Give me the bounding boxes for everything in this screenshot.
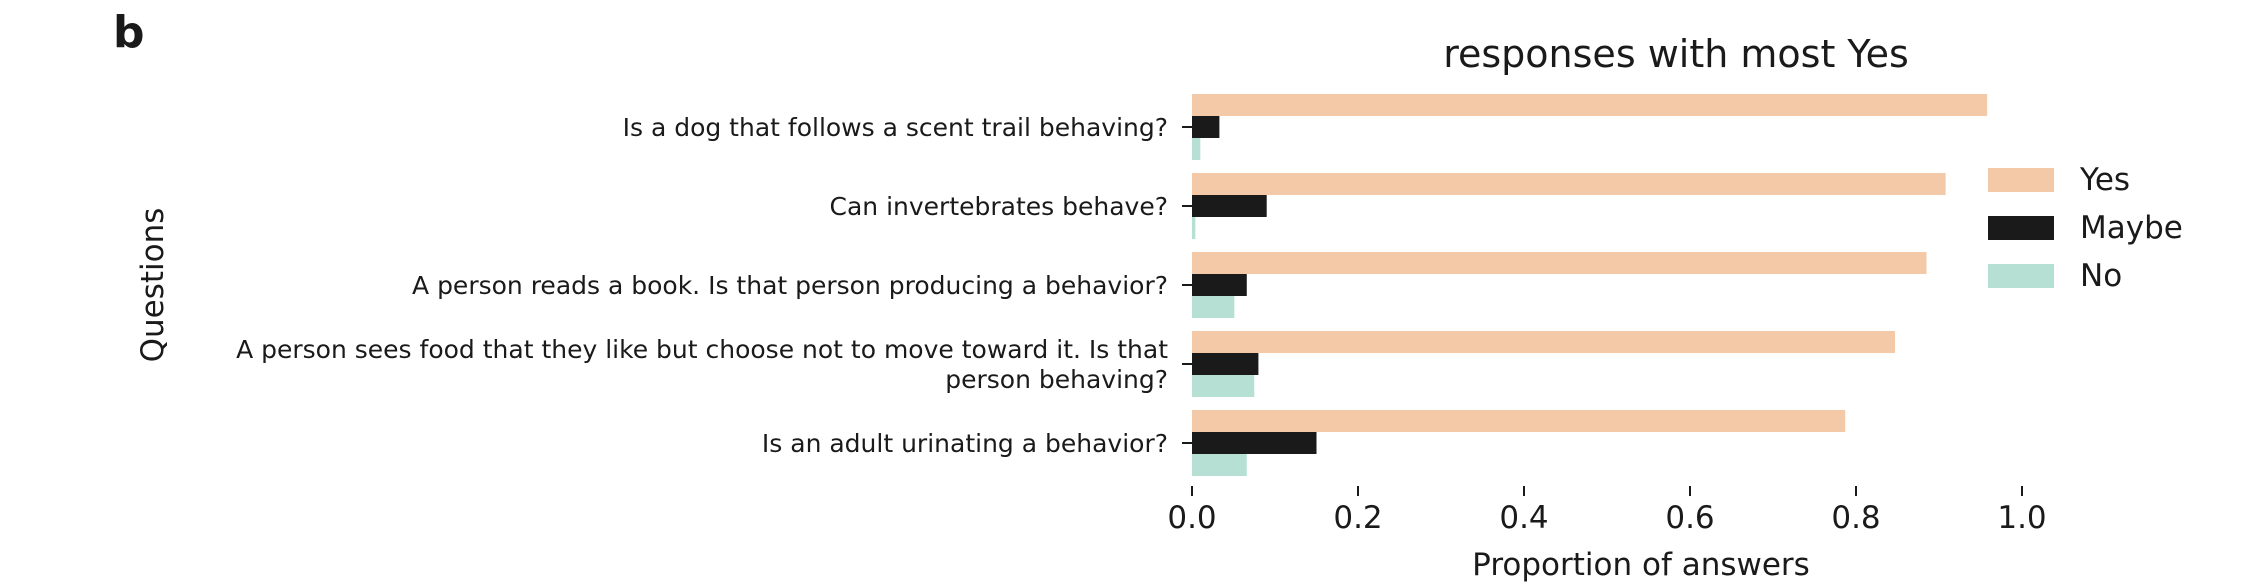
bar-no-q2 bbox=[1192, 217, 1196, 239]
bar-no-q5 bbox=[1192, 454, 1247, 476]
bar-yes-q1 bbox=[1192, 94, 1988, 116]
y-tick-label: Is an adult urinating a behavior? bbox=[762, 429, 1168, 458]
y-axis: Is a dog that follows a scent trail beha… bbox=[236, 113, 1192, 458]
bar-yes-q5 bbox=[1192, 410, 1846, 432]
x-tick-label: 0.6 bbox=[1665, 500, 1714, 536]
x-tick-label: 0.2 bbox=[1333, 500, 1382, 536]
x-axis: 0.0 0.2 0.4 0.6 0.8 1.0 bbox=[1167, 486, 2047, 536]
legend-swatch-maybe bbox=[1988, 216, 2054, 240]
legend: Yes Maybe No bbox=[1988, 162, 2183, 294]
bar-no-q1 bbox=[1192, 138, 1201, 160]
x-tick-label: 1.0 bbox=[1997, 500, 2046, 536]
bar-maybe-q3 bbox=[1192, 274, 1247, 296]
y-axis-label: Questions bbox=[135, 208, 171, 363]
y-tick-label: Can invertebrates behave? bbox=[830, 192, 1168, 221]
x-tick-label: 0.0 bbox=[1167, 500, 1216, 536]
bar-no-q4 bbox=[1192, 375, 1255, 397]
bar-yes-q2 bbox=[1192, 173, 1946, 195]
bar-maybe-q1 bbox=[1192, 116, 1220, 138]
bar-no-q3 bbox=[1192, 296, 1235, 318]
bar-maybe-q2 bbox=[1192, 195, 1267, 217]
legend-swatch-no bbox=[1988, 264, 2054, 288]
y-tick-label: Is a dog that follows a scent trail beha… bbox=[623, 113, 1168, 142]
legend-swatch-yes bbox=[1988, 168, 2054, 192]
chart-title: responses with most Yes bbox=[1443, 32, 1909, 76]
bar-maybe-q5 bbox=[1192, 432, 1317, 454]
bar-yes-q3 bbox=[1192, 252, 1927, 274]
legend-label-maybe: Maybe bbox=[2080, 210, 2183, 246]
bar-yes-q4 bbox=[1192, 331, 1896, 353]
legend-label-no: No bbox=[2080, 258, 2122, 294]
y-tick-label: person behaving? bbox=[945, 365, 1168, 394]
panel-label: b bbox=[113, 7, 145, 58]
x-axis-label: Proportion of answers bbox=[1472, 547, 1810, 583]
bar-maybe-q4 bbox=[1192, 353, 1259, 375]
y-tick-label: A person sees food that they like but ch… bbox=[236, 335, 1168, 364]
x-tick-label: 0.4 bbox=[1499, 500, 1548, 536]
legend-label-yes: Yes bbox=[2079, 162, 2130, 198]
x-tick-label: 0.8 bbox=[1831, 500, 1880, 536]
y-tick-label: A person reads a book. Is that person pr… bbox=[412, 271, 1168, 300]
bars-layer bbox=[1192, 94, 1988, 476]
